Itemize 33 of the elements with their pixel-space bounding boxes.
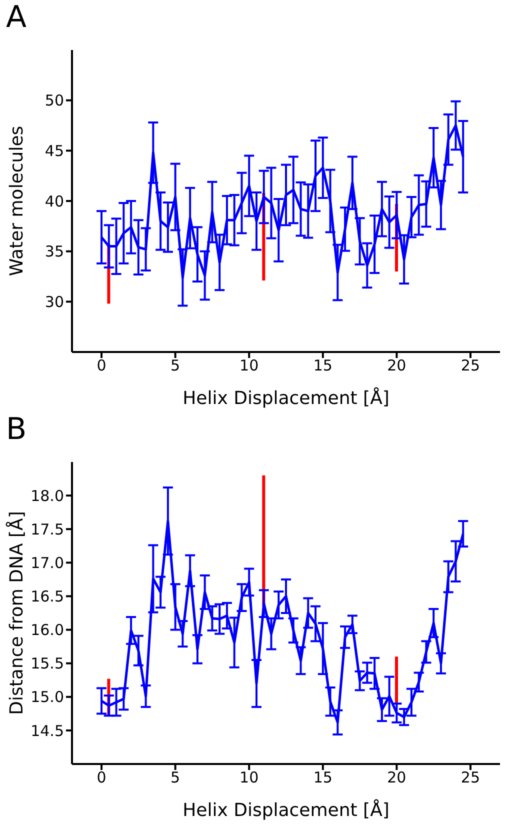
chart-title: A — [6, 0, 27, 35]
bar — [262, 475, 266, 606]
y-tick-label: 50 — [44, 92, 64, 110]
y-tick-label: 16.5 — [30, 588, 64, 606]
bar — [395, 656, 398, 704]
x-tick-label: 10 — [240, 356, 259, 375]
x-tick-label: 20 — [387, 768, 406, 787]
y-tick-label: 14.5 — [30, 722, 64, 740]
x-tick-label: 10 — [240, 768, 259, 787]
x-tick-label: 5 — [170, 356, 180, 375]
x-tick-label: 5 — [170, 768, 180, 787]
y-tick-label: 17.0 — [30, 554, 64, 572]
y-tick-label: 15.0 — [30, 688, 64, 706]
y-axis-title: Distance from DNA [Å] — [5, 511, 28, 715]
x-tick-label: 0 — [96, 356, 106, 375]
y-tick-label: 35 — [44, 242, 64, 261]
x-tick-label: 25 — [460, 356, 480, 375]
x-tick-label: 20 — [387, 356, 406, 375]
x-axis-title: Helix Displacement [Å] — [182, 799, 390, 821]
y-tick-label: 40 — [44, 192, 64, 210]
x-axis-title: Helix Displacement [Å] — [182, 387, 390, 409]
x-tick-label: 15 — [313, 768, 332, 787]
y-tick-label: 30 — [44, 292, 64, 311]
y-tick-label: 18.0 — [30, 486, 64, 505]
y-tick-label: 45 — [44, 142, 64, 160]
x-tick-label: 0 — [96, 768, 106, 787]
x-tick-label: 15 — [313, 356, 332, 375]
y-axis-title: Water molecules — [6, 126, 28, 276]
chart-title: B — [6, 412, 27, 447]
y-tick-label: 16.0 — [30, 621, 64, 640]
y-tick-label: 15.5 — [30, 654, 64, 673]
y-tick-label: 17.5 — [30, 520, 64, 538]
x-tick-label: 25 — [460, 768, 480, 787]
